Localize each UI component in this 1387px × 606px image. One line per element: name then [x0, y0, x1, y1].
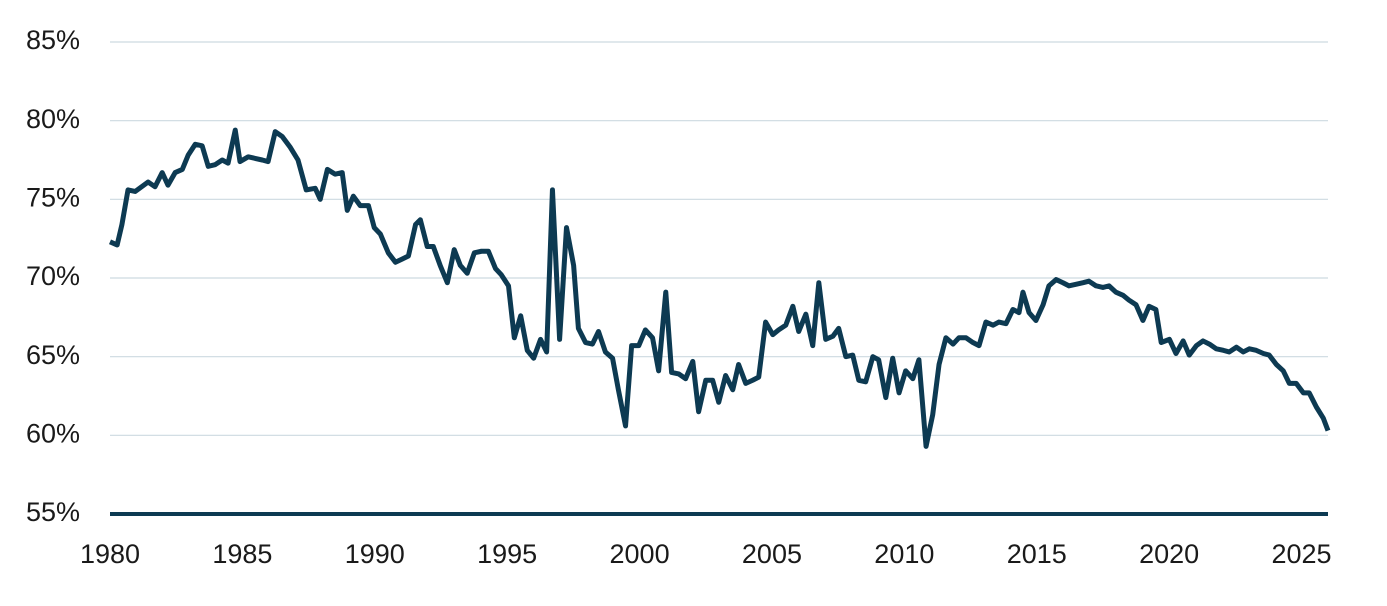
- x-tick-label: 2020: [1139, 539, 1199, 569]
- y-tick-label: 85%: [26, 25, 80, 55]
- y-tick-label: 65%: [26, 340, 80, 370]
- x-tick-label: 1985: [212, 539, 272, 569]
- y-tick-label: 70%: [26, 261, 80, 291]
- x-tick-label: 2025: [1271, 539, 1331, 569]
- x-tick-label: 1995: [477, 539, 537, 569]
- y-tick-label: 80%: [26, 104, 80, 134]
- y-tick-label: 55%: [26, 497, 80, 527]
- x-tick-label: 1980: [80, 539, 140, 569]
- x-tick-label: 2000: [610, 539, 670, 569]
- x-tick-label: 1990: [345, 539, 405, 569]
- x-tick-label: 2010: [874, 539, 934, 569]
- y-tick-label: 75%: [26, 182, 80, 212]
- x-tick-label: 2005: [742, 539, 802, 569]
- x-tick-label: 2015: [1007, 539, 1067, 569]
- y-tick-label: 60%: [26, 418, 80, 448]
- data-line: [108, 127, 1331, 449]
